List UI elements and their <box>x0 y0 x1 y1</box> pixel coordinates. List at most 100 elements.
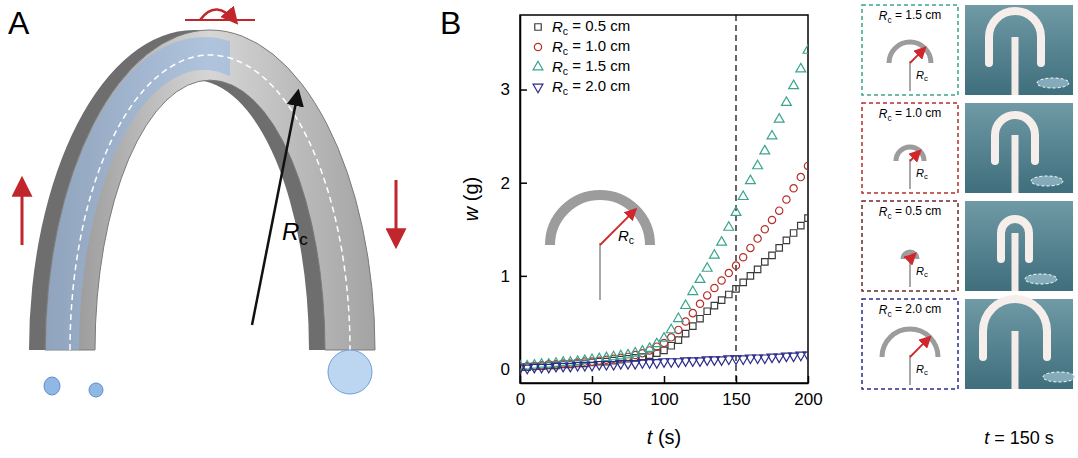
panel-letter: B <box>440 5 461 41</box>
inset-panel: Rc = 1.0 cmRc <box>862 103 958 193</box>
inset-frame <box>862 103 958 193</box>
inset-column: Rc = 1.5 cmRcRc = 1.0 cmRcRc = 0.5 cmRcR… <box>862 5 958 389</box>
arch <box>889 42 931 63</box>
point <box>768 216 775 223</box>
stand <box>599 243 601 300</box>
photo-arch <box>989 11 1041 63</box>
point <box>804 162 808 169</box>
inset-frame <box>862 299 958 389</box>
point <box>726 291 732 297</box>
point <box>783 237 789 243</box>
text-part: = 0.5 cm <box>568 17 630 34</box>
point <box>690 323 696 329</box>
point <box>673 313 683 322</box>
radius-arrow <box>910 337 930 357</box>
droplet <box>44 377 60 395</box>
radius-label: Rc <box>916 265 928 279</box>
photo-arch <box>995 115 1035 161</box>
text-part: R <box>879 303 888 317</box>
radius-arrow <box>910 254 915 259</box>
photo-stand <box>1012 233 1019 291</box>
radius-arrow <box>910 48 925 63</box>
point <box>783 196 790 203</box>
point <box>695 274 705 283</box>
point <box>711 302 717 308</box>
point <box>682 330 688 336</box>
point <box>697 315 703 321</box>
inset-title: Rc = 1.5 cm <box>879 8 942 25</box>
point <box>747 244 754 251</box>
tick-label: 1 <box>501 267 510 286</box>
point <box>717 237 727 246</box>
panel-letter: A <box>8 5 30 41</box>
photo <box>965 5 1073 95</box>
arch <box>903 252 917 259</box>
text-part: R <box>552 58 563 75</box>
text-part: R <box>916 265 924 277</box>
photo-arch <box>1001 219 1029 259</box>
photo-background <box>965 201 1073 291</box>
point <box>803 45 808 54</box>
point <box>702 263 712 272</box>
arch-midline <box>70 55 350 350</box>
point <box>761 226 768 233</box>
point <box>753 160 763 169</box>
legend-label: Rc = 0.5 cm <box>552 17 630 38</box>
point <box>754 235 761 242</box>
point <box>745 175 755 184</box>
x-axis-title: t (s) <box>647 426 681 448</box>
point <box>732 262 739 269</box>
inset-title: Rc = 2.0 cm <box>879 302 942 319</box>
legend: Rc = 0.5 cmRc = 1.0 cmRc = 1.5 cmRc = 2.… <box>533 17 630 98</box>
point <box>790 230 796 236</box>
point <box>709 250 719 259</box>
point <box>661 347 667 353</box>
text-part: R <box>552 18 563 35</box>
radius-label: Rc <box>618 227 634 246</box>
point <box>689 309 696 316</box>
point <box>740 254 747 261</box>
point <box>724 222 734 231</box>
radius-label: Rc <box>916 363 928 377</box>
stand <box>909 61 911 91</box>
radius-label: Rc <box>282 218 308 249</box>
text-part: = 2.0 cm <box>568 77 630 94</box>
tick-label: 50 <box>583 390 602 409</box>
text-part: R <box>282 218 299 245</box>
photo-stand <box>1012 135 1019 193</box>
point <box>681 300 691 309</box>
arch <box>882 329 938 357</box>
stand <box>909 257 911 287</box>
series <box>520 45 808 369</box>
tick: 0 <box>501 360 527 379</box>
tick: 50 <box>583 376 602 409</box>
flow-arrow <box>200 9 236 22</box>
flow-arrow <box>21 180 24 245</box>
point <box>789 80 799 89</box>
text-part: R <box>618 227 629 244</box>
point <box>688 286 698 295</box>
axis-line <box>520 16 522 384</box>
radius-label: Rc <box>916 69 928 83</box>
photo-stand <box>1012 37 1019 95</box>
series <box>520 215 808 371</box>
point <box>769 252 775 258</box>
point <box>733 286 739 292</box>
text-subscript: c <box>629 234 634 246</box>
photo <box>965 299 1075 389</box>
plot-frame <box>520 15 808 383</box>
photo <box>965 201 1073 291</box>
point <box>805 215 808 221</box>
inset-frame <box>862 201 958 291</box>
tick: 2 <box>501 174 527 193</box>
text-part: = 2.0 cm <box>892 302 942 316</box>
tick: 200 <box>794 376 822 409</box>
arch <box>896 147 924 161</box>
point <box>718 297 724 303</box>
text-part: R <box>552 78 563 95</box>
tick-mark <box>520 89 527 91</box>
wet-layer <box>46 37 230 350</box>
tick-label: 0 <box>516 390 525 409</box>
point <box>675 337 681 343</box>
plot-data <box>520 15 808 383</box>
